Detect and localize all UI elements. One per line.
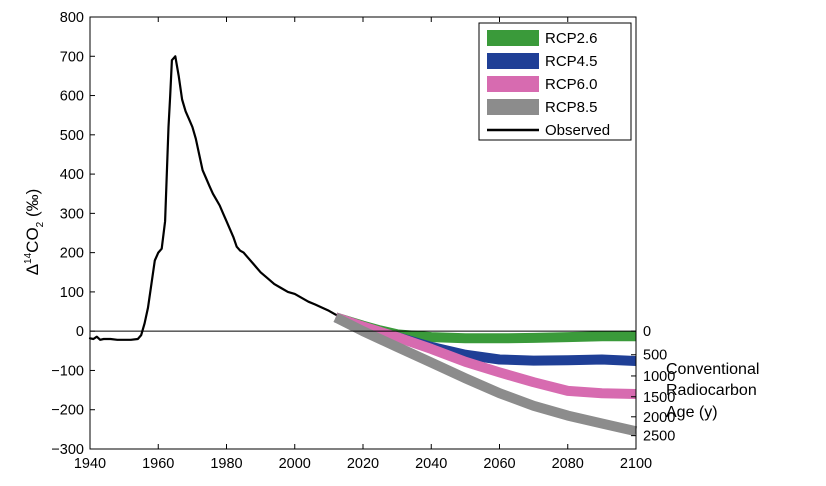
right-axis-label: Conventional Radiocarbon Age (y) bbox=[666, 361, 759, 421]
legend-swatch-rcp6-0 bbox=[487, 76, 539, 92]
legend-label-rcp2-6: RCP2.6 bbox=[545, 30, 598, 47]
right-axis-label-line-2: Radiocarbon bbox=[666, 382, 757, 399]
legend-label-observed: Observed bbox=[545, 122, 610, 139]
x-tick-label: 2020 bbox=[347, 456, 379, 472]
right-tick-label: 500 bbox=[643, 348, 667, 364]
y-tick-label: −200 bbox=[51, 403, 84, 419]
x-tick-label: 2040 bbox=[415, 456, 447, 472]
series-observed bbox=[88, 55, 337, 341]
x-tick-label: 2080 bbox=[552, 456, 584, 472]
right-tick-label: 2500 bbox=[643, 429, 675, 445]
series-rcp8-5 bbox=[333, 312, 638, 437]
legend-label-rcp4-5: RCP4.5 bbox=[545, 53, 598, 70]
y-tick-label: −100 bbox=[51, 363, 84, 379]
right-axis-label-line-1: Conventional bbox=[666, 361, 759, 378]
y-tick-label: 400 bbox=[60, 167, 84, 183]
y-tick-label: −300 bbox=[51, 442, 84, 458]
right-axis: 0 500 1000 1500 2000 2500 bbox=[631, 324, 675, 445]
legend-swatch-rcp2-6 bbox=[487, 30, 539, 46]
y-tick-label: 100 bbox=[60, 285, 84, 301]
legend-label-rcp8-5: RCP8.5 bbox=[545, 99, 598, 116]
y-axis-label: Δ14CO2 (‰) bbox=[23, 189, 46, 276]
y-tick-label: 600 bbox=[60, 89, 84, 105]
right-axis-label-line-3: Age (y) bbox=[666, 404, 718, 421]
right-tick-label: 1000 bbox=[643, 369, 675, 385]
x-tick-label: 2060 bbox=[483, 456, 515, 472]
legend-swatch-rcp8-5 bbox=[487, 99, 539, 115]
y-tick-label: 300 bbox=[60, 206, 84, 222]
series-rcp6-0 bbox=[334, 312, 637, 399]
right-tick-label: 1500 bbox=[643, 390, 675, 406]
y-tick-label: 500 bbox=[60, 128, 84, 144]
legend-swatch-rcp4-5 bbox=[487, 53, 539, 69]
x-tick-label: 1940 bbox=[74, 456, 106, 472]
x-tick-label: 2100 bbox=[620, 456, 652, 472]
x-tick-label: 2000 bbox=[279, 456, 311, 472]
legend: RCP2.6 RCP4.5 RCP6.0 RCP8.5 Observed bbox=[478, 22, 632, 141]
right-tick-label: 2000 bbox=[643, 410, 675, 426]
y-tick-label: 200 bbox=[60, 246, 84, 262]
x-tick-label: 1980 bbox=[210, 456, 242, 472]
y-tick-label: 700 bbox=[60, 49, 84, 65]
legend-label-rcp6-0: RCP6.0 bbox=[545, 76, 598, 93]
y-tick-label: 0 bbox=[76, 324, 84, 340]
series-layer bbox=[88, 55, 638, 437]
x-axis: 1940 1960 1980 2000 2020 2040 2060 2080 2100 bbox=[74, 17, 652, 472]
y-axis: −300 −200 −100 0 100 200 300 400 500 600 700 800 bbox=[51, 10, 95, 458]
x-tick-label: 1960 bbox=[142, 456, 174, 472]
right-tick-label: 0 bbox=[643, 324, 651, 340]
y-tick-label: 800 bbox=[60, 10, 84, 26]
